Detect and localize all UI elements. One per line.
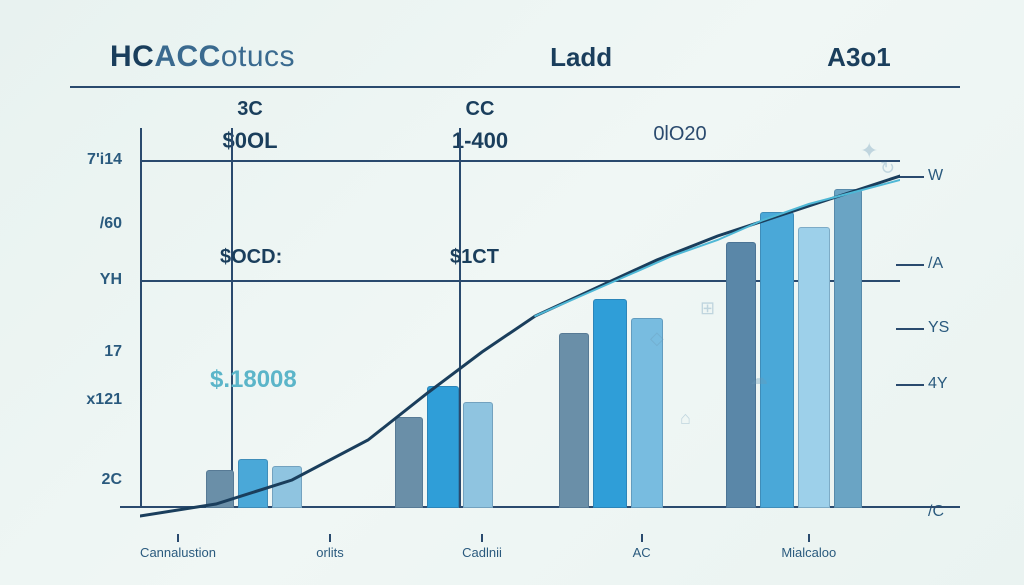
header-row: HCACCotucs Ladd A3o1 — [70, 40, 960, 88]
x-axis-label: AC — [633, 545, 651, 560]
bar — [798, 227, 830, 508]
bar — [559, 333, 589, 508]
doodle-icon: ◇ — [650, 328, 664, 349]
y-left-label: 17 — [72, 343, 122, 361]
right-tick — [896, 264, 924, 266]
doodle-icon: ↻ — [880, 158, 895, 179]
bar — [395, 417, 423, 508]
bar-group — [559, 299, 663, 508]
x-axis-labels: Cannalustion orlits Cadlnii AC Mialcaloo — [140, 540, 900, 560]
x-axis-label: Mialcaloo — [781, 545, 836, 560]
header-right-label: A3o1 — [827, 42, 891, 73]
x-axis-label: Cadlnii — [462, 545, 502, 560]
title-seg-2: ACC — [154, 40, 221, 73]
y-left-label: YH — [72, 271, 122, 289]
x-axis-label: Cannalustion — [140, 545, 216, 560]
right-tick — [896, 384, 924, 386]
x-tick — [481, 534, 483, 542]
bar — [463, 402, 493, 508]
bar — [593, 299, 627, 508]
y-right-label: 4Y — [928, 375, 948, 393]
doodle-icon: ⌂ — [680, 408, 691, 429]
y-left-label: x121 — [72, 391, 122, 409]
bar — [834, 189, 862, 508]
x-axis-label: orlits — [316, 545, 343, 560]
chart-title: HCACCotucs — [110, 40, 295, 74]
y-left-label: /60 — [72, 215, 122, 233]
y-axis-left: 7'i14/60 YH 17 x121 2C — [70, 128, 130, 528]
y-axis-right: W/AYS4Y/C — [920, 128, 980, 528]
bar — [760, 212, 794, 508]
bar — [427, 386, 459, 508]
y-right-label: /A — [928, 255, 943, 273]
right-tick-marks — [896, 128, 926, 528]
title-seg-1: HC — [110, 40, 154, 73]
doodle-icon: ✦ — [860, 138, 878, 164]
bar — [206, 470, 234, 508]
y-left-label: 2C — [72, 471, 122, 489]
title-seg-3: otucs — [221, 40, 295, 73]
bar-group — [206, 459, 302, 508]
y-right-label: W — [928, 167, 943, 185]
x-tick — [177, 534, 179, 542]
y-right-label: YS — [928, 319, 949, 337]
x-tick — [808, 534, 810, 542]
chart-container: HCACCotucs Ladd A3o1 3C $0OL CC 1-400 0l… — [70, 40, 960, 560]
y-left-label: 7'i14 — [72, 151, 122, 169]
x-tick — [641, 534, 643, 542]
plot-area: $OCD: $1CT $.18008 ◇ ⊞ ☁ ⌂ ✦ ↻ — [140, 128, 900, 528]
bar-group — [726, 189, 862, 508]
subheader-col1-label: 3C — [190, 98, 310, 121]
doodle-icon: ☁ — [750, 368, 768, 389]
bar-group — [395, 386, 493, 508]
doodle-icon: ⊞ — [700, 298, 715, 319]
bar — [272, 466, 302, 508]
x-tick — [329, 534, 331, 542]
header-mid-label: Ladd — [550, 42, 612, 73]
right-tick — [896, 328, 924, 330]
subheader-col2-label: CC — [420, 98, 540, 121]
right-tick — [896, 176, 924, 178]
bar-area — [140, 128, 900, 508]
bar — [238, 459, 268, 508]
